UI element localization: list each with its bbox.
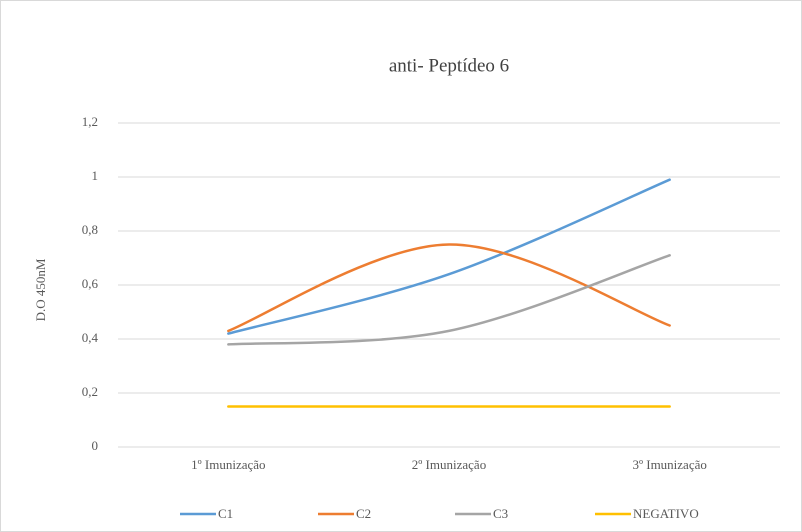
series-line <box>227 254 671 346</box>
y-tick-label: 1 <box>92 168 99 183</box>
series-line <box>227 178 671 335</box>
series-line <box>227 243 671 333</box>
chart-title: anti- Peptídeo 6 <box>389 55 509 76</box>
y-tick-label: 0,8 <box>82 222 98 237</box>
y-tick-label: 0,2 <box>82 384 98 399</box>
x-tick-label: 3º Imunização <box>632 457 706 472</box>
y-tick-label: 1,2 <box>82 114 98 129</box>
legend-label: NEGATIVO <box>633 506 699 521</box>
legend-label: C3 <box>493 506 508 521</box>
legend-label: C2 <box>356 506 371 521</box>
legend-label: C1 <box>218 506 233 521</box>
y-tick-label: 0,6 <box>82 276 99 291</box>
x-tick-label: 2º Imunização <box>412 457 486 472</box>
y-axis-label: D.O 450nM <box>33 258 48 321</box>
y-tick-label: 0 <box>92 438 99 453</box>
x-tick-label: 1º Imunização <box>191 457 265 472</box>
y-tick-label: 0,4 <box>82 330 99 345</box>
